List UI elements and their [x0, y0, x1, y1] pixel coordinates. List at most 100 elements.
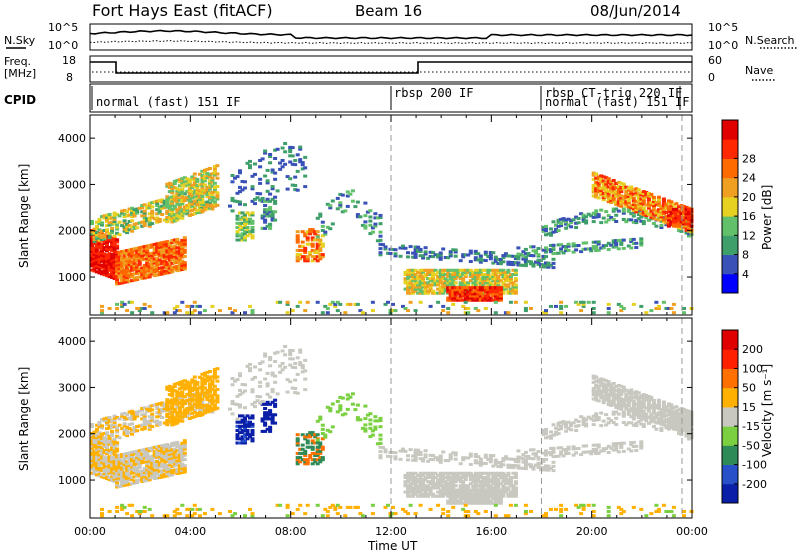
velocity-cell — [238, 393, 242, 397]
velocity-cell — [428, 457, 433, 461]
power-cell — [210, 197, 215, 201]
power-cell — [609, 243, 614, 247]
power-cell — [313, 248, 318, 252]
power-cell — [167, 217, 172, 221]
power-cell — [152, 272, 157, 276]
velocity-cell — [192, 410, 197, 414]
power-cell — [544, 248, 548, 252]
velocity-cell — [97, 459, 102, 463]
velocity-cell — [97, 439, 102, 443]
power-cell — [631, 201, 636, 204]
power-cell — [142, 209, 147, 213]
power-cell — [140, 206, 145, 210]
power-cell — [100, 251, 104, 255]
velocity-cell — [102, 436, 107, 440]
velocity-cell — [112, 448, 117, 452]
power-cell — [260, 216, 265, 220]
power-cell — [140, 204, 145, 207]
velocity-cell — [428, 492, 433, 496]
velocity-cell — [117, 423, 122, 427]
velocity-cell — [313, 435, 318, 439]
power-cell — [182, 209, 187, 213]
power-cell — [641, 190, 646, 194]
velocity-cell — [90, 459, 94, 463]
power-cell — [413, 245, 418, 249]
power-cell — [207, 197, 212, 201]
power-cell — [147, 246, 152, 250]
power-cell — [456, 275, 461, 279]
power-cell — [107, 262, 112, 266]
velocity-cell — [285, 390, 290, 394]
velocity-cell — [493, 458, 498, 462]
velocity-cell — [117, 453, 122, 457]
power-cell — [135, 255, 140, 259]
power-cell — [639, 219, 644, 223]
velocity-cell — [313, 441, 318, 445]
velocity-cell — [531, 457, 536, 461]
power-cell — [559, 300, 564, 304]
power-cell — [308, 253, 313, 257]
power-cell — [438, 285, 443, 289]
power-cell — [170, 201, 175, 205]
velocity-cell — [453, 484, 458, 488]
velocity-cell — [115, 449, 120, 453]
power-cell — [441, 287, 446, 291]
power-cell — [125, 263, 130, 267]
velocity-cell — [175, 472, 180, 476]
power-cell — [140, 272, 145, 276]
power-cell — [313, 232, 318, 236]
power-cell — [187, 205, 192, 209]
velocity-cell — [92, 443, 97, 447]
velocity-cell — [318, 456, 323, 460]
power-cell — [378, 251, 383, 255]
power-cell — [140, 210, 145, 214]
velocity-cell — [127, 478, 132, 482]
velocity-cell — [200, 383, 205, 387]
power-cell — [661, 207, 666, 211]
power-cell — [451, 248, 456, 252]
velocity-cell — [172, 470, 177, 474]
power-cell — [591, 311, 596, 315]
power-cell — [95, 245, 99, 249]
cpid-label: CPID — [4, 93, 36, 107]
velocity-cell — [310, 439, 315, 443]
power-cell — [413, 275, 418, 279]
velocity-cell — [172, 454, 177, 457]
power-cell — [330, 300, 335, 304]
power-cell — [105, 224, 109, 228]
velocity-cell — [155, 455, 160, 459]
power-cell — [431, 273, 436, 276]
velocity-cell — [145, 476, 150, 480]
power-cell — [132, 276, 137, 280]
power-cell — [571, 250, 576, 254]
power-cell — [659, 217, 664, 221]
power-cell — [127, 279, 132, 283]
velocity-cell — [200, 387, 205, 391]
power-cell — [446, 279, 451, 283]
power-cell — [142, 245, 147, 249]
power-cell — [150, 266, 155, 270]
velocity-cell — [180, 446, 185, 449]
power-cell — [165, 261, 170, 264]
velocity-cell — [162, 409, 167, 413]
power-cell — [120, 275, 125, 279]
power-cell — [488, 283, 493, 287]
velocity-cell — [160, 450, 165, 454]
power-cell — [230, 199, 235, 202]
velocity-cell — [378, 456, 383, 460]
power-cell — [631, 196, 636, 200]
power-cell — [358, 215, 363, 219]
velocity-cell — [451, 451, 456, 455]
power-cell — [140, 266, 145, 270]
velocity-cell — [340, 413, 345, 417]
power-cell — [167, 183, 172, 187]
velocity-cell — [448, 455, 453, 459]
velocity-cell — [285, 378, 290, 382]
power-cell — [629, 246, 634, 250]
power-cell — [491, 298, 496, 302]
power-cell — [97, 261, 102, 264]
power-cell — [544, 246, 548, 250]
velocity-cell — [97, 441, 102, 445]
velocity-cell — [205, 375, 210, 379]
power-cell — [634, 246, 639, 249]
